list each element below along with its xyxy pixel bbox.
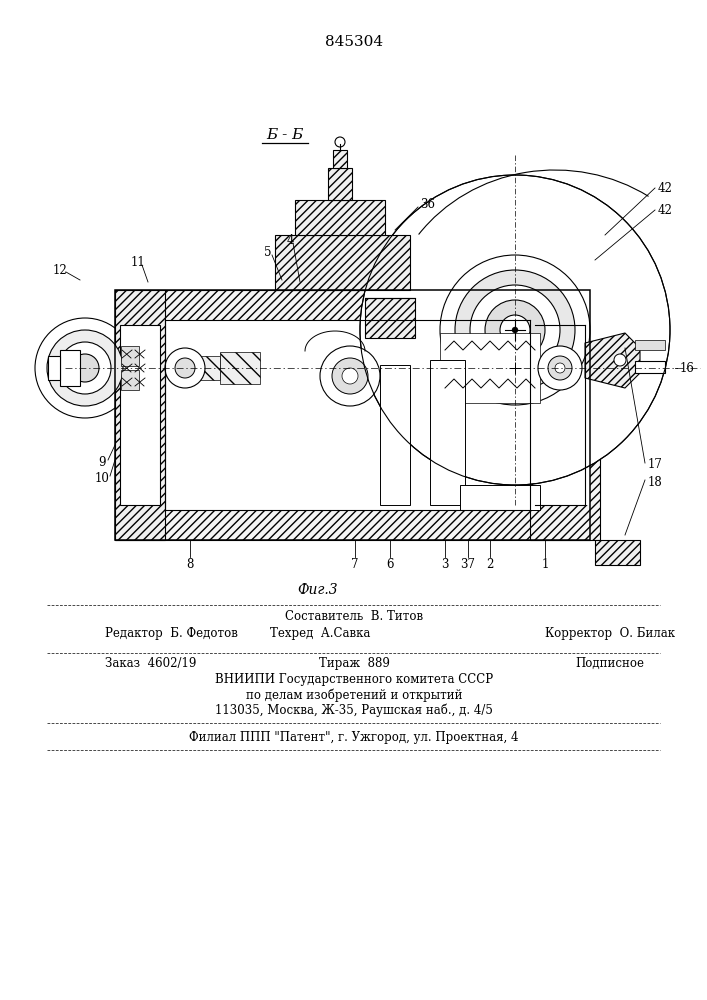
Circle shape — [71, 354, 99, 382]
Circle shape — [332, 358, 368, 394]
Circle shape — [320, 346, 380, 406]
Text: 42: 42 — [658, 204, 673, 217]
Circle shape — [512, 327, 518, 333]
Bar — [121, 346, 139, 366]
Circle shape — [165, 348, 205, 388]
Circle shape — [175, 358, 195, 378]
Text: 2: 2 — [486, 558, 493, 572]
Circle shape — [485, 300, 545, 360]
Text: Тираж  889: Тираж 889 — [319, 656, 390, 670]
Bar — [460, 485, 540, 510]
Bar — [275, 235, 410, 290]
Bar — [120, 325, 160, 505]
Text: 36: 36 — [420, 198, 435, 212]
Text: Фиг.3: Фиг.3 — [298, 583, 339, 597]
Text: 113035, Москва, Ж-35, Раушская наб., д. 4/5: 113035, Москва, Ж-35, Раушская наб., д. … — [215, 703, 493, 717]
Bar — [440, 333, 540, 403]
Circle shape — [47, 330, 123, 406]
Circle shape — [342, 368, 358, 384]
Bar — [430, 360, 465, 505]
Bar — [165, 360, 195, 376]
Text: по делам изобретений и открытий: по делам изобретений и открытий — [246, 688, 462, 702]
Circle shape — [548, 356, 572, 380]
Text: ВНИИПИ Государственного комитета СССР: ВНИИПИ Государственного комитета СССР — [215, 674, 493, 686]
Bar — [635, 361, 665, 373]
Text: 1: 1 — [542, 558, 549, 572]
Bar — [365, 298, 415, 338]
Text: 17: 17 — [648, 458, 663, 472]
Text: Редактор  Б. Федотов: Редактор Б. Федотов — [105, 626, 238, 640]
Bar — [115, 290, 590, 540]
Bar — [380, 365, 410, 505]
Bar — [333, 150, 347, 168]
Bar — [328, 168, 352, 200]
Text: 42: 42 — [658, 182, 673, 194]
Text: Б - Б: Б - Б — [267, 128, 304, 142]
Bar — [121, 370, 139, 390]
Bar — [60, 350, 80, 386]
Text: 4: 4 — [286, 233, 293, 246]
Bar — [115, 290, 165, 540]
Text: 16: 16 — [680, 361, 695, 374]
Circle shape — [335, 137, 345, 147]
Text: 11: 11 — [131, 255, 146, 268]
Bar — [195, 356, 220, 380]
Bar — [530, 290, 600, 540]
Text: 5: 5 — [264, 245, 271, 258]
Circle shape — [360, 175, 670, 485]
Text: 8: 8 — [187, 558, 194, 572]
Text: Техред  А.Савка: Техред А.Савка — [270, 626, 370, 640]
Circle shape — [59, 342, 111, 394]
Text: 18: 18 — [648, 476, 662, 488]
Text: 7: 7 — [351, 558, 358, 572]
Bar — [295, 200, 385, 235]
Polygon shape — [585, 333, 640, 388]
Circle shape — [500, 315, 530, 345]
Circle shape — [35, 318, 135, 418]
Text: Филиал ППП "Патент", г. Ужгород, ул. Проектная, 4: Филиал ППП "Патент", г. Ужгород, ул. Про… — [189, 730, 519, 744]
Circle shape — [470, 285, 560, 375]
Text: Составитель  В. Титов: Составитель В. Титов — [285, 610, 423, 624]
Circle shape — [555, 363, 565, 373]
Bar — [220, 352, 260, 384]
Text: Заказ  4602/19: Заказ 4602/19 — [105, 656, 197, 670]
Bar — [48, 356, 60, 380]
Text: Корректор  О. Билак: Корректор О. Билак — [545, 626, 675, 640]
Text: 6: 6 — [386, 558, 394, 572]
Text: 10: 10 — [95, 472, 110, 485]
Bar — [635, 340, 665, 350]
Circle shape — [538, 346, 582, 390]
Bar — [535, 325, 590, 505]
Text: 12: 12 — [52, 263, 67, 276]
Text: 845304: 845304 — [325, 35, 383, 49]
Polygon shape — [595, 540, 640, 565]
Text: Подписное: Подписное — [575, 656, 645, 670]
Circle shape — [455, 270, 575, 390]
Circle shape — [440, 255, 590, 405]
Circle shape — [614, 354, 626, 366]
Text: 3: 3 — [441, 558, 449, 572]
Text: 9: 9 — [98, 456, 106, 468]
Text: 37: 37 — [460, 558, 476, 572]
Bar — [115, 290, 590, 540]
Bar — [165, 320, 530, 510]
